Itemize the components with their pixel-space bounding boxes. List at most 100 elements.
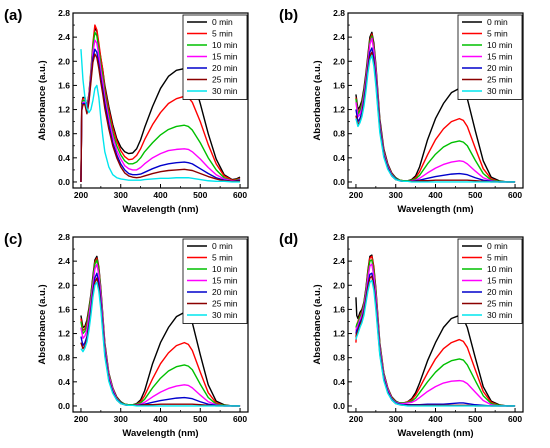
x-tick-label: 400 [153,190,167,200]
panel-label: (a) [4,7,22,24]
legend-label: 15 min [212,276,238,286]
y-tick-label: 1.6 [58,304,70,314]
legend-label: 5 min [487,253,508,263]
y-axis-label: Absorbance (a.u.) [37,284,48,364]
x-axis-label: Wavelength (nm) [122,428,198,439]
legend-label: 20 min [212,287,238,297]
x-tick-label: 200 [74,414,88,424]
x-tick-label: 500 [468,190,482,200]
legend-label: 5 min [212,29,233,39]
legend-label: 25 min [487,75,513,85]
legend-label: 20 min [487,287,513,297]
x-tick-label: 400 [428,190,442,200]
legend-label: 20 min [212,63,238,73]
legend-label: 0 min [212,241,233,251]
x-axis-label: Wavelength (nm) [397,428,473,439]
legend-label: 10 min [487,40,513,50]
x-tick-label: 600 [233,414,247,424]
x-axis-label: Wavelength (nm) [122,204,198,215]
series-line-30-min [355,279,516,407]
y-tick-label: 0.4 [58,377,70,387]
y-tick-label: 0.4 [58,153,70,163]
panel-label: (b) [279,7,298,24]
y-tick-label: 2.8 [333,232,345,242]
y-tick-label: 1.6 [333,80,345,90]
x-tick-label: 500 [193,414,207,424]
series-group [80,24,241,183]
y-tick-label: 0.8 [333,129,345,139]
legend-label: 10 min [212,40,238,50]
chart-panel-d: (d) 200 300 400 500 600 0.0 0.4 0.8 1.2 1.6 2.0 2.4 2… [279,231,524,439]
series-group [80,255,241,407]
legend-label: 30 min [487,86,513,96]
y-tick-label: 2.8 [333,8,345,18]
x-tick-label: 200 [74,190,88,200]
legend-label: 25 min [212,75,238,85]
chart-panel-b: (b) 200 300 400 500 600 0.0 0.4 0.8 1.2 1.6 2.0 2.4 2… [279,7,524,215]
x-tick-label: 500 [468,414,482,424]
x-tick-label: 400 [153,414,167,424]
legend-label: 0 min [487,17,508,27]
y-tick-label: 1.2 [58,329,70,339]
x-tick-label: 300 [389,190,403,200]
legend-label: 30 min [487,310,513,320]
panel-label: (d) [279,231,298,248]
x-tick-label: 400 [428,414,442,424]
chart-panel-c: (c) 200 300 400 500 600 0.0 0.4 0.8 1.2 1.6 2.0 2.4 2… [4,231,249,439]
chart-panel-a: (a) 200 300 400 500 600 0.0 0.4 0.8 1.2 1.6 2.0 2.4 2… [4,7,249,215]
legend-label: 10 min [487,264,513,274]
y-tick-label: 2.8 [58,8,70,18]
x-tick-label: 300 [114,190,128,200]
y-tick-label: 2.0 [333,56,345,66]
legend-label: 30 min [212,310,238,320]
y-tick-label: 2.8 [58,232,70,242]
y-tick-label: 2.0 [58,280,70,290]
x-tick-label: 300 [114,414,128,424]
y-tick-label: 1.2 [333,329,345,339]
legend-label: 15 min [487,276,513,286]
y-tick-label: 1.6 [58,80,70,90]
legend-label: 25 min [487,299,513,309]
x-axis-label: Wavelength (nm) [397,204,473,215]
y-tick-label: 2.4 [58,32,70,42]
y-tick-label: 2.4 [333,32,345,42]
y-tick-label: 2.0 [333,280,345,290]
y-tick-label: 2.4 [333,256,345,266]
y-tick-label: 2.0 [58,56,70,66]
legend-label: 15 min [212,52,238,62]
y-tick-label: 0.0 [333,177,345,187]
x-tick-label: 300 [389,414,403,424]
series-group [355,31,516,183]
x-tick-label: 500 [193,190,207,200]
legend-label: 20 min [487,63,513,73]
y-tick-label: 0.0 [333,401,345,411]
x-tick-label: 200 [349,190,363,200]
legend-label: 5 min [487,29,508,39]
legend-label: 10 min [212,264,238,274]
y-tick-label: 0.4 [333,377,345,387]
series-line-30-min [355,54,516,183]
y-axis-label: Absorbance (a.u.) [312,284,323,364]
series-line-30-min [80,281,241,407]
x-tick-label: 600 [233,190,247,200]
y-tick-label: 1.6 [333,304,345,314]
x-tick-label: 600 [508,414,522,424]
y-tick-label: 0.8 [333,353,345,363]
y-tick-label: 2.4 [58,256,70,266]
y-tick-label: 0.8 [58,353,70,363]
series-line-25-min [80,53,241,183]
y-tick-label: 0.8 [58,129,70,139]
x-tick-label: 600 [508,190,522,200]
y-tick-label: 0.0 [58,177,70,187]
x-tick-label: 200 [349,414,363,424]
legend-label: 30 min [212,86,238,96]
y-tick-label: 0.4 [333,153,345,163]
legend-label: 0 min [212,17,233,27]
series-line-30-min [80,49,241,183]
y-tick-label: 1.2 [58,105,70,115]
legend-label: 0 min [487,241,508,251]
